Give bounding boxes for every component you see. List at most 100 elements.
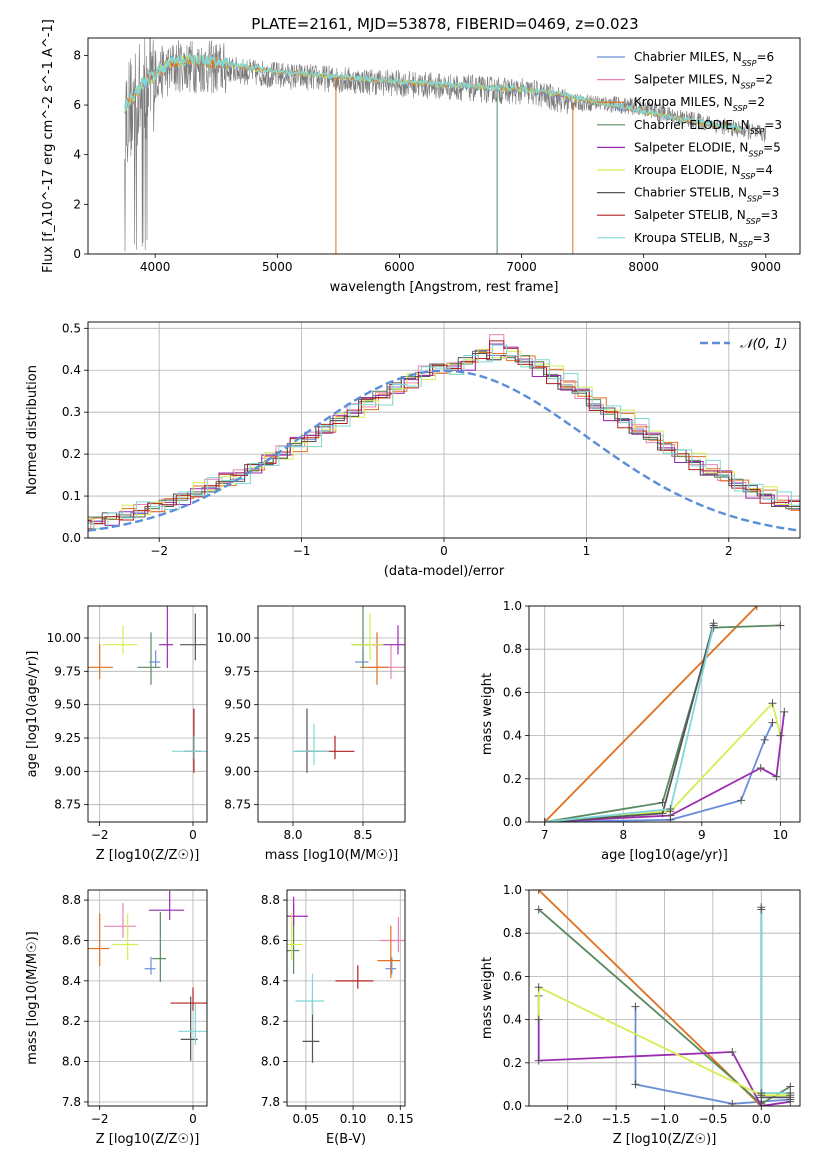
observed-spectrum (124, 38, 767, 252)
mass-ebv-frame (286, 889, 406, 1107)
x-tick-label: 8 (619, 828, 627, 842)
age-mass-panel: 8.0 8.5 8.75 9.00 9.25 9.50 9.75 10.00 mass [log… (217, 605, 406, 863)
x-tick-label: 0.15 (387, 1112, 414, 1126)
y-tick-label: 2 (73, 197, 81, 211)
legend-entry-label: Salpeter ELODIE, N (634, 140, 748, 154)
y-tick-label: 8.0 (62, 1055, 81, 1069)
weight-marker (768, 699, 777, 708)
residual-histogram (88, 334, 800, 530)
gaussian-legend-label: 𝒩(0, 1) (740, 337, 787, 352)
legend-entry: Salpeter ELODIE, NSSP=5 (634, 140, 781, 158)
y-axis-label: Flux [f_λ10^-17 erg cm^-2 s^-1 A^-1] (41, 19, 56, 273)
weight-marker (768, 718, 777, 727)
weight-marker (631, 1002, 640, 1011)
y-tick-label: 9.25 (224, 731, 251, 745)
x-tick-label: 4000 (140, 260, 171, 274)
legend-entry-sub: SSP (738, 239, 753, 248)
x-tick-label: 8.0 (283, 828, 302, 842)
age-Z-plot-area (88, 606, 207, 773)
x-tick-label: 7 (541, 828, 549, 842)
y-axis-label: mass weight (480, 673, 495, 755)
y-tick-label: 0.0 (62, 531, 81, 545)
weight-marker (540, 818, 549, 822)
legend-entry-label: Chabrier MILES, N (634, 50, 742, 64)
weight-marker (752, 606, 761, 610)
plot-layer: 4000 5000 6000 7000 8000 900002468wavelength … (25, 19, 801, 1147)
x-tick-label: 6000 (384, 260, 415, 274)
weight-age-plot-area (540, 606, 789, 822)
x-tick-label: −1.0 (650, 1112, 679, 1126)
y-tick-label: 9.75 (224, 664, 251, 678)
residual-histogram (88, 340, 800, 525)
y-tick-label: 8.4 (261, 974, 280, 988)
y-tick-label: 0.0 (503, 1099, 522, 1113)
weight-marker (631, 1080, 640, 1089)
mass-ebv-plot-area (287, 896, 405, 1063)
legend-entry: Chabrier MILES, NSSP=6 (634, 50, 774, 68)
spectrum-panel: 4000 5000 6000 7000 8000 9000 0 2 4 6 8 wavelength … (41, 19, 801, 295)
y-tick-label: 8.2 (62, 1014, 81, 1028)
legend-entry: Kroupa ELODIE, NSSP=4 (634, 163, 773, 181)
weight-marker (534, 1015, 543, 1024)
x-axis-label: mass [log10(M/M☉)] (265, 848, 398, 863)
x-tick-label: 9 (698, 828, 706, 842)
mass-Z-plot-area (88, 890, 207, 1061)
mass-Z-frame (87, 889, 208, 1107)
x-tick-label: 8000 (628, 260, 659, 274)
y-tick-label: 6 (73, 98, 81, 112)
x-tick-label: 0.05 (293, 1112, 320, 1126)
x-tick-label: 7000 (506, 260, 537, 274)
weight-line (544, 722, 774, 822)
x-tick-label: −2 (91, 828, 109, 842)
y-tick-label: 8.4 (62, 974, 81, 988)
gaussian-curve (88, 369, 800, 532)
legend-entry-sub: SSP (733, 104, 748, 113)
y-tick-label: 8.75 (224, 798, 251, 812)
x-tick-label: 9000 (751, 260, 782, 274)
legend-entry-count: =2 (747, 95, 765, 109)
figure-title: PLATE=2161, MJD=53878, FIBERID=0469, z=0… (251, 15, 638, 33)
x-tick-label: 0 (189, 828, 197, 842)
legend-entry-sub: SSP (741, 81, 756, 90)
y-tick-label: 0.3 (62, 405, 81, 419)
legend-entry-label: Chabrier STELIB, N (634, 186, 747, 200)
weight-age-panel: 7 8 9 10 0.0 0.2 0.4 0.6 0.8 1.0 age [log10(age/yr… (480, 599, 801, 863)
y-tick-label: 0.4 (503, 1013, 522, 1027)
legend-entry-label: Salpeter STELIB, N (634, 208, 746, 222)
y-tick-label: 9.75 (54, 664, 81, 678)
y-tick-label: 9.50 (54, 698, 81, 712)
residuals-panel: −2 −1 0 1 2 0.0 0.1 0.2 0.3 0.4 0.5 (data-model)/er… (25, 321, 801, 579)
weight-marker (757, 905, 766, 914)
legend-entry-sub: SSP (741, 172, 756, 181)
legend-entry-label: Kroupa MILES, N (634, 95, 733, 109)
y-tick-label: 0.2 (503, 772, 522, 786)
model-spectrum (124, 52, 742, 131)
x-tick-label: −2 (150, 544, 168, 558)
y-tick-label: 0.6 (503, 969, 522, 983)
weight-line (538, 890, 762, 1106)
x-tick-label: 0 (440, 544, 448, 558)
x-tick-label: 10 (773, 828, 788, 842)
y-tick-label: 0.2 (503, 1056, 522, 1070)
legend-entry-sub: SSP (746, 217, 761, 226)
legend-entry-count: =4 (755, 163, 773, 177)
legend-entry-sub: SSP (748, 149, 763, 158)
mass-ebv-panel: 0.05 0.10 0.15 7.8 8.0 8.2 8.4 8.6 8.8 E(B-V) (261, 889, 414, 1147)
weight-marker (757, 1089, 766, 1098)
weight-marker (776, 621, 785, 630)
x-tick-label: −1 (293, 544, 311, 558)
y-tick-label: 0.8 (503, 926, 522, 940)
weight-marker (534, 905, 543, 914)
age-Z-frame (87, 605, 208, 823)
legend-entry-label: Chabrier ELODIE, N (634, 118, 750, 132)
mass-Z-panel: −2 0 7.8 8.0 8.2 8.4 8.6 8.8 Z [log10(Z/Z☉)] mass… (25, 889, 208, 1147)
weight-marker (534, 1056, 543, 1065)
y-axis-label: mass weight (480, 957, 495, 1039)
x-axis-label: Z [log10(Z/Z☉)] (96, 1132, 200, 1147)
y-tick-label: 9.50 (224, 698, 251, 712)
legend-entry-sub: SSP (742, 59, 757, 68)
x-axis-label: Z [log10(Z/Z☉)] (96, 848, 200, 863)
y-tick-label: 4 (73, 148, 81, 162)
legend-entry: Salpeter STELIB, NSSP=3 (634, 208, 778, 226)
